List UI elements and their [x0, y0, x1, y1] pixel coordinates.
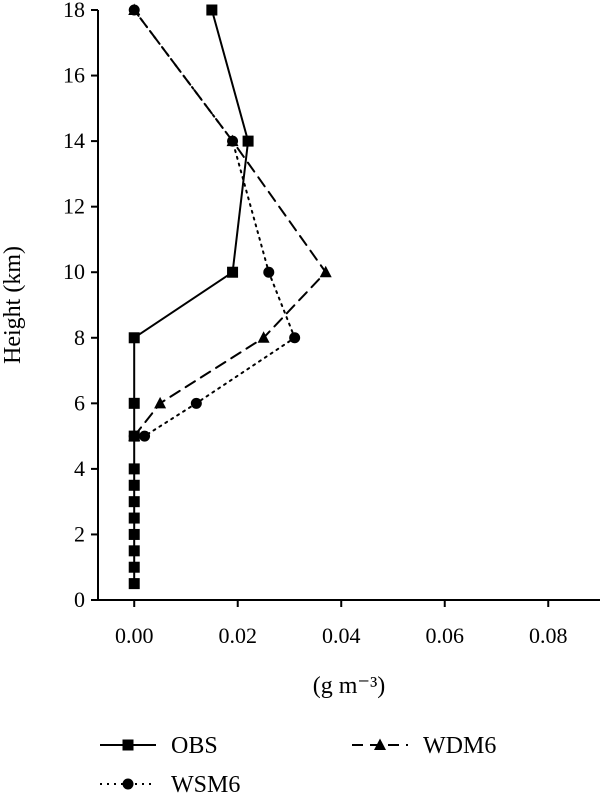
data-point-obs: [227, 266, 239, 278]
y-axis-title: Height (km): [0, 246, 26, 364]
x-tick-label: 0.08: [529, 623, 568, 648]
axes: 0 2 4 6 8 10 12 14 16 18 0.00 0.02 0.04 0.06 0.08: [63, 0, 600, 648]
legend-label: WDM6: [423, 733, 496, 759]
legend-item-wsm6: WSM6: [100, 772, 240, 797]
data-point-obs: [128, 463, 140, 475]
y-tick-label: 12: [63, 194, 85, 219]
data-point-wsm6: [263, 266, 275, 278]
data-point-wsm6: [289, 332, 301, 344]
data-point-obs: [128, 545, 140, 557]
data-point-obs: [242, 135, 254, 147]
series-line-wdm6: [133, 9, 327, 438]
data-point-obs: [128, 430, 140, 442]
data-point-obs: [128, 332, 140, 344]
y-tick-label: 16: [63, 63, 85, 88]
series-line-obs: [133, 9, 250, 585]
data-point-obs: [128, 561, 140, 573]
x-tick-label: 0.02: [218, 623, 257, 648]
y-tick-label: 0: [74, 587, 85, 612]
legend-label: OBS: [171, 733, 218, 759]
data-point-obs: [206, 4, 218, 16]
series-obs: [128, 4, 254, 590]
y-tick-label: 8: [74, 325, 85, 350]
legend-marker: [374, 738, 386, 750]
data-point-obs: [128, 479, 140, 491]
legend-item-wdm6: WDM6: [352, 733, 496, 759]
data-point-wdm6: [226, 134, 239, 147]
series-wdm6: [128, 3, 332, 442]
data-point-obs: [128, 512, 140, 524]
y-tick-label: 4: [74, 456, 85, 481]
y-tick-label: 10: [63, 259, 85, 284]
data-point-obs: [128, 496, 140, 508]
series-layer: [128, 3, 332, 590]
data-point-wdm6: [128, 3, 141, 15]
data-point-obs: [128, 397, 140, 409]
y-tick-label: 6: [74, 390, 85, 415]
plot-area: 0 2 4 6 8 10 12 14 16 18 0.00 0.02 0.04 0.06 0.08: [63, 0, 600, 648]
data-point-obs: [128, 578, 140, 590]
legend: OBS WDM6 WSM6: [100, 733, 496, 797]
legend-item-obs: OBS: [100, 733, 218, 759]
data-point-wdm6: [257, 331, 270, 343]
x-axis-title: (g m⁻³): [313, 673, 386, 699]
y-tick-label: 2: [74, 521, 85, 546]
data-point-wsm6: [139, 430, 151, 442]
data-point-wdm6: [154, 396, 167, 409]
data-point-wdm6: [319, 265, 332, 278]
y-tick-label: 14: [63, 128, 85, 153]
x-tick-label: 0.00: [115, 623, 154, 648]
x-tick-label: 0.06: [425, 623, 464, 648]
legend-marker: [122, 739, 134, 751]
data-point-wsm6: [190, 397, 202, 409]
legend-label: WSM6: [171, 772, 240, 797]
data-point-obs: [128, 528, 140, 540]
x-tick-label: 0.04: [322, 623, 361, 648]
y-tick-label: 18: [63, 0, 85, 22]
series-line-wsm6: [133, 9, 296, 438]
legend-marker: [122, 778, 134, 790]
series-wsm6: [128, 4, 301, 442]
